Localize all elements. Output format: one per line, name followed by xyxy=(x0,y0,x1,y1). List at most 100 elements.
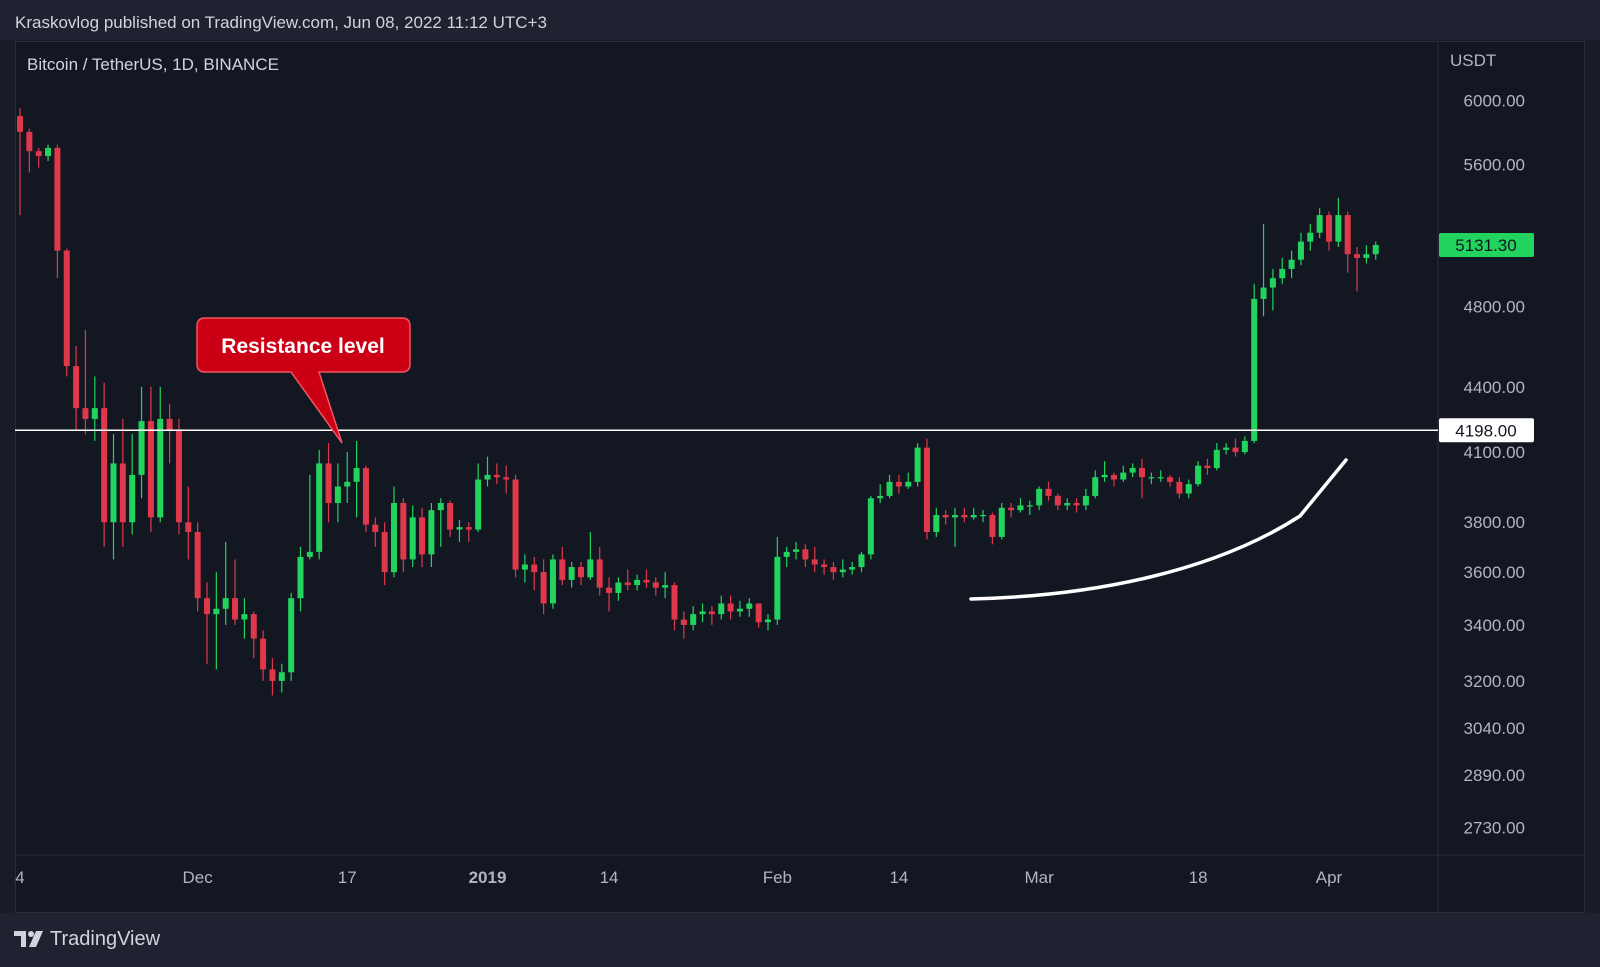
time-axis[interactable]: 4 Dec 17 2019 14 Feb 14 Mar 18 Apr xyxy=(15,868,1342,887)
candle-body xyxy=(933,514,940,533)
candle xyxy=(1073,498,1080,513)
time-tick-label: 14 xyxy=(600,868,619,887)
candle xyxy=(942,510,949,525)
candle xyxy=(596,546,603,596)
price-axis[interactable]: 6000.00 5600.00 4800.00 4400.00 4100.00 3800.… xyxy=(1464,92,1525,838)
candle-body xyxy=(746,603,753,609)
candle xyxy=(1213,443,1220,471)
candle-body xyxy=(849,567,856,570)
candle xyxy=(615,577,622,601)
candle-body xyxy=(222,598,229,609)
candle xyxy=(1363,245,1370,264)
candle xyxy=(578,561,584,586)
candle xyxy=(306,474,313,560)
candle xyxy=(372,517,379,547)
candle xyxy=(250,611,257,659)
candle xyxy=(362,465,369,533)
candle-body xyxy=(643,579,650,583)
candle-body xyxy=(811,559,818,565)
candle-body xyxy=(652,582,659,588)
candle xyxy=(1372,241,1379,260)
time-tick-label: Dec xyxy=(183,868,214,887)
candle xyxy=(1316,208,1323,239)
candle xyxy=(905,472,912,489)
candle xyxy=(1288,250,1295,279)
candle xyxy=(858,551,865,573)
candle-body xyxy=(26,131,33,152)
candle-body xyxy=(166,418,173,430)
candle xyxy=(129,434,136,535)
candle xyxy=(849,561,856,575)
candle xyxy=(260,630,267,681)
candle xyxy=(91,376,98,441)
candle-body xyxy=(615,582,622,593)
candle xyxy=(1185,479,1192,499)
candle-body xyxy=(428,510,435,555)
candle-body xyxy=(1269,278,1276,288)
candle-body xyxy=(1195,465,1202,485)
candle xyxy=(634,574,641,591)
candle xyxy=(606,577,613,612)
candle xyxy=(746,598,753,617)
candle xyxy=(1082,488,1089,511)
candle-body xyxy=(961,514,968,518)
candle-body xyxy=(540,572,547,604)
candle-body xyxy=(1101,474,1108,478)
time-tick-label: 2019 xyxy=(469,868,507,887)
candle xyxy=(1017,498,1024,513)
candle xyxy=(334,463,341,523)
candle-body xyxy=(970,514,977,518)
candle-body xyxy=(1110,474,1117,480)
candle-body xyxy=(989,514,996,537)
candlestick-chart[interactable]: Bitcoin / TetherUS, 1D, BINANCE USDT 600… xyxy=(15,41,1585,913)
resistance-callout[interactable]: Resistance level xyxy=(196,317,411,444)
candle-body xyxy=(213,608,220,615)
candle xyxy=(194,522,201,612)
time-tick-label: 18 xyxy=(1189,868,1208,887)
candle-body xyxy=(1288,259,1295,269)
price-tick-label: 2890.00 xyxy=(1464,766,1525,785)
candle-body xyxy=(1120,472,1127,480)
candle xyxy=(138,386,145,499)
candle-body xyxy=(1251,298,1258,441)
price-tick-label: 3400.00 xyxy=(1464,616,1525,635)
candle xyxy=(961,507,968,523)
candle-body xyxy=(250,614,257,639)
candle-body xyxy=(1082,495,1089,506)
candle-body xyxy=(157,418,164,518)
candle-body xyxy=(175,429,182,523)
candle-body xyxy=(1185,484,1192,494)
price-tick-label: 3040.00 xyxy=(1464,719,1525,738)
candle xyxy=(830,561,837,580)
candle xyxy=(727,595,734,620)
candle-body xyxy=(708,611,715,615)
candle-body xyxy=(1092,477,1099,496)
candle xyxy=(1251,283,1258,444)
price-tick-label: 3200.00 xyxy=(1464,672,1525,691)
candle xyxy=(204,582,210,664)
candle xyxy=(400,498,407,573)
tradingview-brand[interactable]: TradingView xyxy=(50,928,161,950)
candle-body xyxy=(765,619,771,623)
candle xyxy=(1354,247,1361,292)
candle-body xyxy=(419,517,426,555)
candle-body xyxy=(1176,481,1183,494)
candle xyxy=(344,452,351,504)
price-tick-label: 6000.00 xyxy=(1464,92,1525,111)
candle xyxy=(1036,486,1043,511)
tradingview-logo-icon[interactable] xyxy=(14,929,46,949)
candle xyxy=(708,606,715,625)
chart-panel[interactable] xyxy=(15,41,1585,913)
candle-body xyxy=(521,564,528,570)
candle-body xyxy=(447,503,454,530)
candle xyxy=(1232,438,1239,457)
candle xyxy=(437,498,444,547)
candle xyxy=(886,474,893,499)
candle xyxy=(157,386,164,523)
candle-body xyxy=(559,559,566,580)
symbol-title: Bitcoin / TetherUS, 1D, BINANCE xyxy=(27,55,279,74)
candle xyxy=(241,598,248,639)
candle xyxy=(765,614,771,631)
candle xyxy=(1279,257,1286,284)
candle xyxy=(793,541,800,560)
